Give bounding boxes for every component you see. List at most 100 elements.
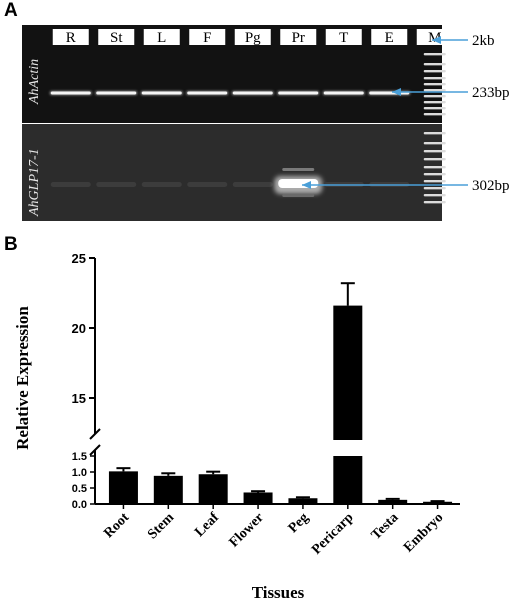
- glp-band-faint: [50, 182, 91, 187]
- glp-bands: [50, 168, 410, 197]
- category-label: Root: [101, 510, 132, 541]
- axis-break-mark: [89, 428, 101, 440]
- actin-band: [187, 91, 228, 95]
- lane-label: Pr: [292, 30, 305, 46]
- bar: [423, 501, 453, 504]
- bar-upper-part: [333, 305, 363, 440]
- ladder-band: [423, 132, 446, 135]
- y-axis-title: Relative Expression: [13, 306, 32, 450]
- y-tick-label: 1.5: [72, 451, 87, 463]
- lane-label: T: [339, 30, 348, 46]
- bar: [288, 498, 318, 504]
- lane-label-box: [280, 29, 317, 45]
- actin-band: [50, 91, 91, 95]
- ladder-band: [423, 158, 446, 161]
- bar-lower-part: [333, 456, 363, 504]
- y-tick-label: 20: [72, 321, 86, 336]
- bar: [243, 492, 273, 504]
- glp-band-upper: [282, 168, 315, 171]
- y-tick-label: 0.5: [72, 483, 87, 495]
- arrow-2kb-head: [432, 36, 441, 44]
- axis-break-mark: [89, 444, 101, 456]
- arrow-302-head: [302, 181, 311, 189]
- glp-band-faint: [141, 182, 182, 187]
- lane-label: L: [157, 30, 166, 46]
- y-tick-label: 0.0: [72, 499, 87, 511]
- lane-labels: R St L F Pg Pr T E M: [52, 29, 453, 46]
- ladder-band: [423, 107, 446, 110]
- bar: [153, 475, 183, 504]
- marker-ladder: [423, 53, 446, 204]
- y-tick-label: 15: [72, 391, 86, 406]
- category-label: Testa: [369, 510, 402, 543]
- marker-arrows: [302, 36, 468, 189]
- panel-b-letter: B: [4, 234, 18, 255]
- lane-label-box: [98, 29, 135, 45]
- ladder-band: [423, 77, 446, 80]
- gene-label-glp: AhGLP17-1: [27, 148, 42, 217]
- glp-band-lower: [282, 194, 315, 197]
- actin-band: [96, 91, 137, 95]
- ladder-band: [423, 53, 446, 56]
- category-label: Pericarp: [309, 510, 357, 558]
- ladder-band: [423, 63, 446, 66]
- lane-label-box: [371, 29, 408, 45]
- ladder-band: [423, 166, 446, 169]
- actin-bands: [49, 91, 411, 95]
- ladder-band: [423, 70, 446, 73]
- label-302bp: 302bp: [472, 178, 510, 194]
- category-label: Embryo: [401, 510, 446, 555]
- lane-label: R: [66, 30, 76, 46]
- actin-band: [323, 91, 364, 95]
- ladder-band: [423, 201, 446, 204]
- arrow-233-head: [392, 88, 401, 96]
- actin-band: [141, 91, 182, 95]
- glp-band-strong: [278, 179, 319, 188]
- lane-label: E: [385, 30, 394, 46]
- gene-label-actin: AhActin: [27, 59, 42, 105]
- ladder-band: [423, 173, 446, 176]
- ladder-band: [423, 101, 446, 104]
- lane-label: F: [203, 30, 211, 46]
- ladder-band: [423, 83, 446, 86]
- ladder-band: [423, 187, 446, 190]
- y-tick-label: 1.0: [72, 467, 87, 479]
- ladder-band: [423, 113, 446, 116]
- gel-bottom-background: [22, 124, 442, 221]
- bar: [378, 499, 408, 504]
- category-label: Peg: [286, 510, 312, 536]
- lane-label-box: [189, 29, 226, 45]
- category-label: Leaf: [192, 510, 222, 540]
- y-tick-label: 25: [72, 251, 86, 266]
- glp-band-faint: [187, 182, 228, 187]
- lane-label: St: [110, 30, 123, 46]
- bar: [108, 471, 138, 504]
- x-axis-title: Tissues: [252, 583, 305, 602]
- glp-band-faint: [232, 182, 273, 187]
- lane-label: Pg: [245, 30, 261, 46]
- lane-label-box: [52, 29, 89, 45]
- ladder-band: [423, 180, 446, 183]
- ladder-band: [423, 95, 446, 98]
- lane-label-box: [143, 29, 180, 45]
- ladder-band: [423, 194, 446, 197]
- category-label: Stem: [145, 510, 177, 542]
- ladder-band: [423, 89, 446, 92]
- panel-a-letter: A: [4, 0, 18, 21]
- ladder-band: [423, 150, 446, 153]
- bar-chart: Relative Expression Tissues 15 20 25 0.0 0.5…: [13, 251, 460, 602]
- glp-band-faint: [96, 182, 137, 187]
- actin-band: [278, 91, 319, 95]
- lane-label-box: [325, 29, 362, 45]
- lane-label-box: [234, 29, 271, 45]
- gel-image-panel: R St L F Pg Pr T E M AhActin AhGLP17-1 2kb 233bp…: [22, 25, 510, 221]
- actin-band: [232, 91, 273, 95]
- ladder-band: [423, 142, 446, 145]
- lane-label-box: [416, 29, 453, 45]
- category-label: Flower: [227, 510, 267, 550]
- chart-bars: [108, 282, 453, 504]
- label-233bp: 233bp: [472, 85, 510, 101]
- label-2kb: 2kb: [472, 33, 495, 49]
- bar: [198, 474, 228, 504]
